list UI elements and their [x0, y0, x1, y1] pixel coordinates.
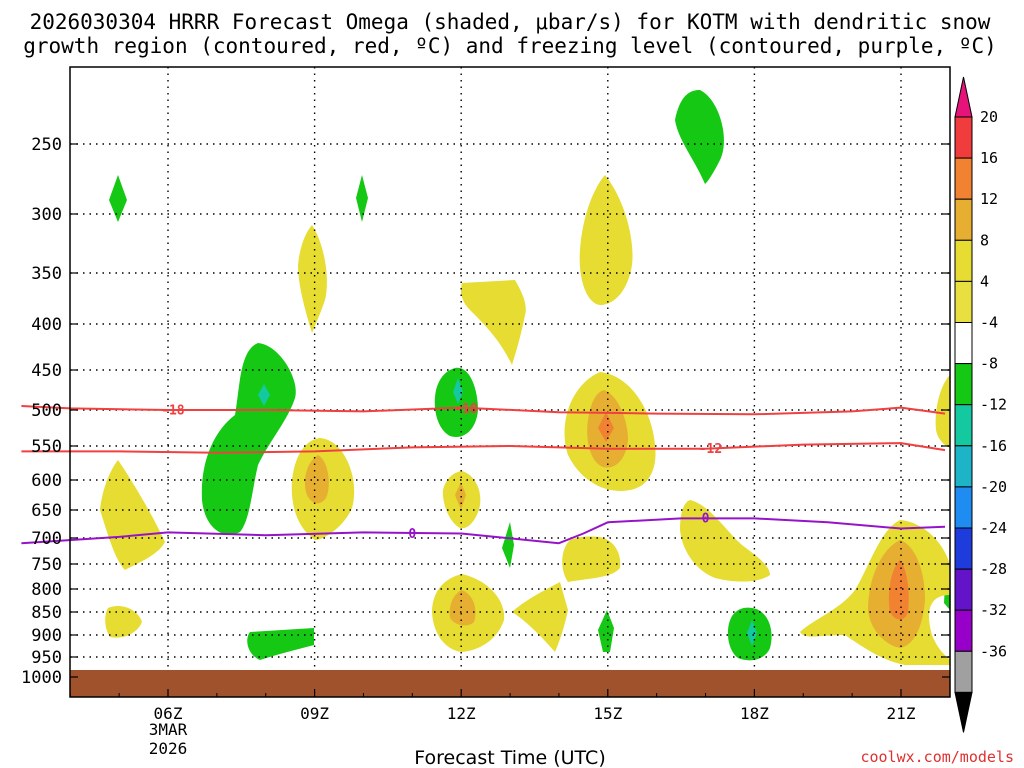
colorbar-swatch — [954, 445, 973, 488]
y-tick-label: 700 — [31, 529, 62, 549]
colorbar-label: 12 — [980, 190, 998, 208]
colorbar-bottom-arrow — [954, 691, 973, 733]
colorbar-label: -4 — [980, 314, 998, 332]
omega-rise-area — [100, 460, 165, 570]
omega-sink-area — [356, 175, 368, 222]
x-axis: 06Z 09Z 12Z 15Z 18Z 21Z — [69, 689, 916, 723]
colorbar-label: 4 — [980, 272, 989, 290]
colorbar-swatch — [954, 486, 973, 529]
contour-line — [21, 405, 946, 416]
contour-line — [21, 442, 946, 454]
colorbar-label: -12 — [980, 396, 1007, 414]
omega-sink-area — [453, 378, 463, 404]
omega-sink-area — [258, 384, 270, 406]
omega-sink-area — [109, 175, 127, 222]
grid-lines — [70, 67, 950, 697]
omega-sink-area — [201, 343, 296, 535]
y-tick-label: 500 — [31, 401, 62, 421]
omega-rise-area — [298, 225, 327, 333]
x-tick-label: 06Z — [154, 704, 183, 723]
y-tick-label: 650 — [31, 501, 62, 521]
y-tick-label: 900 — [31, 626, 62, 646]
omega-rise-area — [105, 605, 142, 638]
ground-surface — [70, 670, 950, 697]
y-tick-label: 300 — [31, 205, 62, 225]
colorbar-swatch — [954, 609, 973, 652]
colorbar-swatch — [954, 116, 973, 159]
plot-area — [70, 67, 950, 697]
contour-label: -18 — [161, 404, 185, 419]
colorbar-label: -36 — [980, 642, 1007, 660]
y-tick-label: 950 — [31, 648, 62, 668]
colorbar-label: -20 — [980, 478, 1007, 496]
omega-sink-area — [598, 610, 614, 652]
colorbar-label: 20 — [980, 108, 998, 126]
colorbar-label: -8 — [980, 355, 998, 373]
contour-label: 0 — [408, 527, 416, 542]
chart-title-line1: 2026030304 HRRR Forecast Omega (shaded, … — [30, 10, 991, 34]
temperature-contours — [21, 405, 946, 545]
date-label-year: 2026 — [149, 739, 188, 758]
x-tick-label: 09Z — [300, 704, 329, 723]
colorbar-label: 16 — [980, 149, 998, 167]
colorbar-swatch — [954, 239, 973, 282]
date-label-month: 3MAR — [149, 720, 188, 739]
contour-label: 0 — [702, 511, 710, 526]
y-tick-label: 400 — [31, 315, 62, 335]
y-tick-label: 350 — [31, 264, 62, 284]
colorbar-swatch — [954, 157, 973, 200]
omega-rise-area — [460, 280, 526, 365]
colorbar-label: -32 — [980, 601, 1007, 619]
omega-sink-area — [247, 628, 314, 660]
omega-sink-area — [434, 367, 478, 437]
colorbar: 20 16 12 8 4 -4 -8 -12 -16 -20 -24 -28 -32 -36 — [954, 76, 1007, 733]
y-tick-label: 600 — [31, 471, 62, 491]
contour-labels: -18 -18 -12 0 0 — [161, 402, 722, 542]
contour-line — [21, 517, 946, 545]
colorbar-swatch — [954, 568, 973, 611]
colorbar-swatch — [954, 322, 973, 365]
y-axis: 250 300 350 400 450 500 550 600 650 700 750 800 850 9… — [21, 135, 950, 688]
omega-rise-area — [680, 500, 770, 582]
y-tick-label: 750 — [31, 555, 62, 575]
credit-text: coolwx.com/models — [860, 748, 1014, 766]
colorbar-swatch — [954, 280, 973, 323]
colorbar-label: 8 — [980, 231, 989, 249]
y-tick-label: 800 — [31, 580, 62, 600]
contour-label: -12 — [699, 442, 722, 457]
omega-rise-area — [935, 375, 950, 448]
x-tick-label: 21Z — [887, 704, 916, 723]
colorbar-swatch — [954, 650, 973, 693]
colorbar-label: -16 — [980, 437, 1007, 455]
colorbar-swatch — [954, 198, 973, 241]
y-tick-label: 250 — [31, 135, 62, 155]
y-tick-label: 550 — [31, 437, 62, 457]
omega-rise-area — [579, 175, 633, 305]
colorbar-swatch — [954, 527, 973, 570]
omega-rise-area — [888, 560, 909, 620]
y-tick-label: 850 — [31, 603, 62, 623]
y-tick-label: 450 — [31, 361, 62, 381]
contour-label: -18 — [454, 402, 478, 417]
omega-sink-area — [502, 522, 514, 568]
colorbar-label: -28 — [980, 560, 1007, 578]
x-axis-label: Forecast Time (UTC) — [414, 747, 605, 768]
omega-rise-area — [562, 536, 621, 582]
colorbar-top-arrow — [954, 76, 973, 118]
omega-rise-area — [449, 590, 476, 626]
omega-rise-area — [598, 412, 614, 442]
x-tick-label: 12Z — [447, 704, 476, 723]
x-tick-label: 18Z — [740, 704, 769, 723]
chart-title-line2: growth region (contoured, red, ºC) and f… — [23, 34, 997, 58]
colorbar-swatch — [954, 404, 973, 447]
omega-sink-area — [675, 90, 724, 184]
y-tick-label: 1000 — [21, 668, 62, 688]
omega-rise-area — [512, 582, 568, 652]
colorbar-swatch — [954, 363, 973, 406]
colorbar-label: -24 — [980, 519, 1007, 537]
x-tick-label: 15Z — [593, 704, 622, 723]
omega-rise-area — [304, 455, 329, 504]
